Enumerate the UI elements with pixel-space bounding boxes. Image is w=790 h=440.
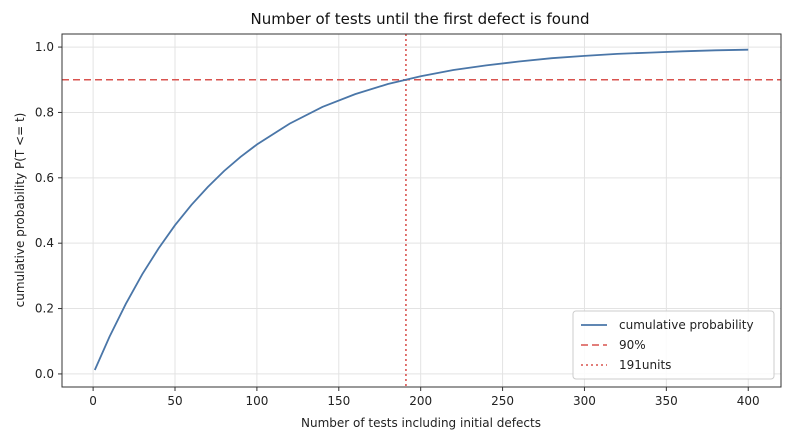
y-tick-label: 0.4: [35, 236, 54, 250]
x-tick-label: 150: [327, 394, 350, 408]
y-axis-label: cumulative probability P(T <= t): [13, 113, 27, 308]
x-tick-label: 0: [89, 394, 97, 408]
legend-entry-90-percent: 90%: [619, 338, 646, 352]
legend: cumulative probability 90% 191units: [572, 310, 775, 380]
y-tick-label: 0.2: [35, 302, 54, 316]
legend-entry-191-units: 191units: [619, 358, 671, 372]
x-axis-ticks: 0 50 100 150 200 250 300 350 400: [89, 387, 760, 408]
y-tick-label: 0.6: [35, 171, 54, 185]
x-tick-label: 300: [573, 394, 596, 408]
x-tick-label: 200: [409, 394, 432, 408]
legend-entry-cumulative-probability: cumulative probability: [619, 318, 754, 332]
y-axis-ticks: 0.0 0.2 0.4 0.6 0.8 1.0: [35, 40, 62, 381]
y-tick-label: 0.0: [35, 367, 54, 381]
chart-title: Number of tests until the first defect i…: [250, 10, 589, 28]
x-tick-label: 400: [737, 394, 760, 408]
x-axis-label: Number of tests including initial defect…: [301, 416, 541, 430]
series-layer: [93, 48, 749, 371]
reference-lines: [62, 34, 781, 387]
plot-frame: [61, 33, 782, 388]
x-tick-label: 50: [167, 394, 182, 408]
y-tick-label: 0.8: [35, 105, 54, 119]
legend-box: [572, 310, 775, 380]
y-tick-label: 1.0: [35, 40, 54, 54]
x-tick-label: 100: [245, 394, 268, 408]
x-tick-label: 350: [655, 394, 678, 408]
cumulative-probability-line: [93, 48, 749, 371]
x-tick-label: 250: [491, 394, 514, 408]
